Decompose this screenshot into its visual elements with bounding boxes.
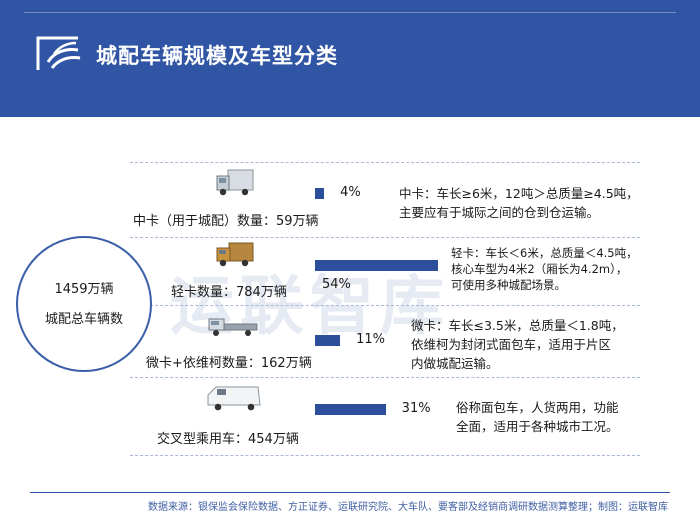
percent-label: 31% xyxy=(401,401,431,416)
bar-van xyxy=(315,404,386,415)
light-truck-icon xyxy=(216,242,254,267)
footer-divider xyxy=(30,492,670,493)
total-label: 城配总车辆数 xyxy=(44,312,123,327)
row-separator xyxy=(130,377,640,378)
row-separator xyxy=(130,162,640,163)
category-description: 轻卡：车长＜6米，总质量＜4.5吨， 核心车型为4米2（厢长为4.2m）， 可使… xyxy=(451,246,638,292)
row-separator xyxy=(130,455,640,456)
bar-light-truck xyxy=(315,260,439,271)
row-separator xyxy=(130,237,640,238)
total-circle: 1459万辆 城配总车辆数 xyxy=(16,236,152,372)
percent-label: 4% xyxy=(340,185,361,200)
category-label: 微卡+依维柯数量：162万辆 xyxy=(146,356,312,371)
category-label: 中卡（用于城配）数量：59万辆 xyxy=(133,214,319,229)
header-divider xyxy=(24,12,676,13)
category-label: 交叉型乘用车：454万辆 xyxy=(157,432,299,447)
row-separator xyxy=(130,305,640,306)
bar-medium-truck xyxy=(315,188,325,199)
category-description: 微卡：车长≤3.5米，总质量＜1.8吨， 依维柯为封闭式面包车，适用于片区 内做… xyxy=(411,318,624,371)
page-title: 城配车辆规模及车型分类 xyxy=(96,44,338,68)
total-value: 1459万辆 xyxy=(54,282,114,297)
percent-label: 11% xyxy=(356,332,385,347)
header-banner: 城配车辆规模及车型分类 xyxy=(0,0,700,117)
percent-label: 54% xyxy=(322,277,351,292)
source-note: 数据来源：银保监会保险数据、方正证券、运联研究院、大车队、要客部及经销商调研数据… xyxy=(148,502,668,513)
category-label: 轻卡数量：784万辆 xyxy=(171,285,287,300)
medium-truck-icon xyxy=(216,169,254,196)
category-description: 俗称面包车，人货两用，功能 全面，适用于各种城市工况。 xyxy=(456,400,619,434)
bar-mini-truck xyxy=(315,335,341,346)
category-description: 中卡：车长≥6米，12吨＞总质量≥4.5吨， 主要应有于城际之间的仓到仓运输。 xyxy=(399,186,639,220)
logo-swirl-icon xyxy=(36,36,81,70)
mini-truck-icon xyxy=(208,318,258,336)
van-icon xyxy=(207,386,261,411)
